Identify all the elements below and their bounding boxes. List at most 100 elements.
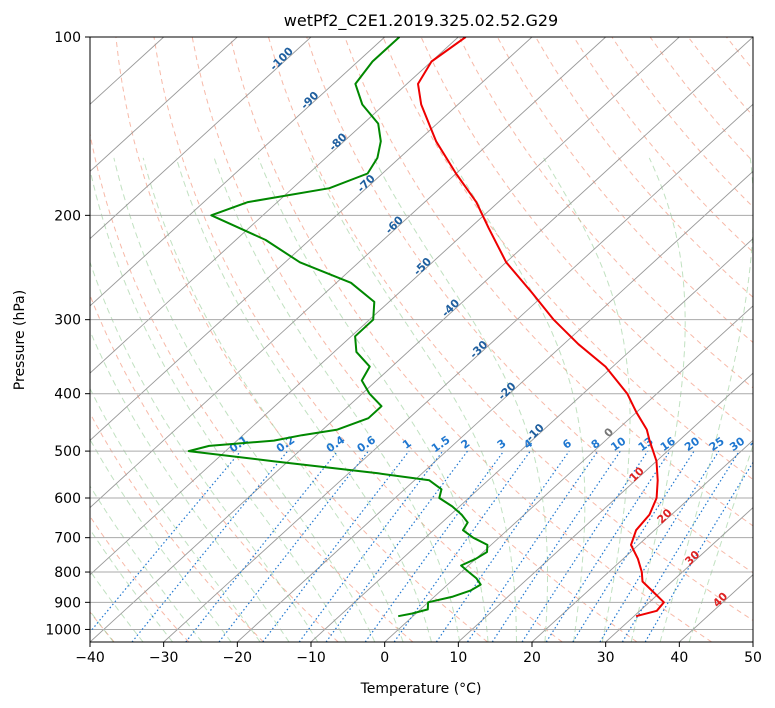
isotherm [310,238,753,642]
x-tick-label: 50 [744,650,762,666]
isotherm [90,37,238,173]
isotherm [90,37,386,307]
moist-adiabat [213,157,461,642]
mixing-ratio-line [364,450,505,642]
moist-adiabat [90,329,290,642]
dry-adiabat [649,37,753,163]
dry-adiabat [496,37,753,344]
x-tick-label: 10 [449,650,467,666]
isotherm [90,37,533,441]
mixing-ratio-label: 2 [459,437,473,452]
mixing-ratio-line [491,450,621,642]
isotherm-label: 20 [655,506,675,526]
y-axis: 100 200 300 400 500 600 700 800 900 1000 [45,30,90,638]
mixing-ratio-label: 1.5 [429,433,452,455]
x-tick-label: −30 [149,650,179,666]
x-tick-label: 0 [380,650,389,666]
moist-adiabat [659,157,753,642]
mixing-ratio-line [298,450,444,642]
isotherm [163,103,753,642]
mixing-ratio-line [218,450,369,642]
dry-adiabat [90,412,264,642]
y-tick-label: 200 [54,208,81,224]
mixing-ratio-line [90,450,242,633]
isotherm [457,372,753,642]
x-tick-label: 40 [670,650,688,666]
isotherm-label: 40 [710,590,730,610]
dry-adiabat [153,37,563,642]
dry-adiabat [268,37,753,622]
background-lines [90,37,775,642]
mixing-ratio-line [545,450,671,642]
y-tick-label: 100 [54,30,81,46]
y-tick-label: 800 [54,565,81,581]
dry-adiabat [458,37,753,389]
isotherm [384,305,753,642]
mixing-ratio-line [435,450,570,642]
mixing-ratio-line [262,450,410,642]
isotherm-label: -90 [298,89,321,112]
isotherm-label: -80 [326,130,349,153]
isotherm [90,37,680,576]
plot-frame [89,36,754,643]
dry-adiabat [765,37,775,642]
y-tick-label: 700 [54,531,81,547]
mixing-ratio-label: 0.6 [355,433,379,455]
moist-adiabat [543,157,631,642]
mixing-ratio-label: 6 [560,437,574,452]
mixing-ratio-line [466,450,599,642]
isotherm-label: -70 [355,172,378,195]
dry-adiabat [90,515,190,642]
profiles [187,37,665,618]
dry-adiabat [115,37,488,642]
mixing-ratio-line [185,450,339,642]
mixing-ratio-label: 1 [400,437,414,452]
dry-adiabat [726,37,753,71]
isotherm [90,37,312,240]
dry-adiabat [229,37,712,642]
mixing-ratio-line [621,450,740,642]
x-tick-label: 30 [597,650,615,666]
isotherm [90,37,459,374]
y-tick-label: 400 [54,387,81,403]
mixing-ratio-label: 8 [589,437,603,452]
isotherm-label: -20 [495,379,518,402]
x-tick-label: −40 [75,650,105,666]
y-tick-label: 600 [54,491,81,507]
x-axis: −40 −30 −20 −10 0 10 20 30 40 50 [75,642,762,666]
line-labels: 0.1 0.2 0.4 0.6 1 1.5 2 3 4 6 8 10 13 16 20 25 30 36-100-… [227,44,768,610]
x-tick-label: −20 [223,650,253,666]
y-tick-label: 500 [54,444,81,460]
x-tick-label: 20 [523,650,541,666]
mixing-ratio-label: 36 [748,434,768,454]
mixing-ratio-line [572,450,695,642]
isotherm-label: -60 [383,213,406,236]
isotherm [531,439,753,642]
x-axis-label: Temperature (°C) [360,681,482,697]
dry-adiabat [306,37,753,574]
y-tick-label: 300 [54,313,81,329]
mixing-ratio-label: 0.4 [324,433,348,455]
x-tick-label: −10 [296,650,326,666]
chart-title: wetPf2_C2E1.2019.325.02.52.G29 [284,11,558,31]
dry-adiabat [90,293,339,642]
mixing-ratio-line [644,461,753,642]
isotherm [236,170,753,642]
mixing-ratio-line [599,450,720,642]
dry-adiabat [573,37,753,253]
mixing-ratio-label: 3 [495,437,509,452]
isotherm-label: 10 [627,464,647,484]
isotherm [90,37,607,509]
dry-adiabat [344,37,753,527]
moist-adiabat [373,157,548,642]
isotherm-label: -30 [467,338,490,361]
mixing-ratio-line [131,450,289,642]
temperature-profile-line [417,37,665,618]
moist-adiabat [450,157,586,642]
moist-adiabat [257,157,489,642]
y-tick-label: 900 [54,595,81,611]
y-axis-label: Pressure (hPa) [12,290,28,390]
moist-adiabat [90,485,203,642]
isotherm-label: -50 [411,255,434,278]
y-tick-label: 1000 [45,622,81,638]
